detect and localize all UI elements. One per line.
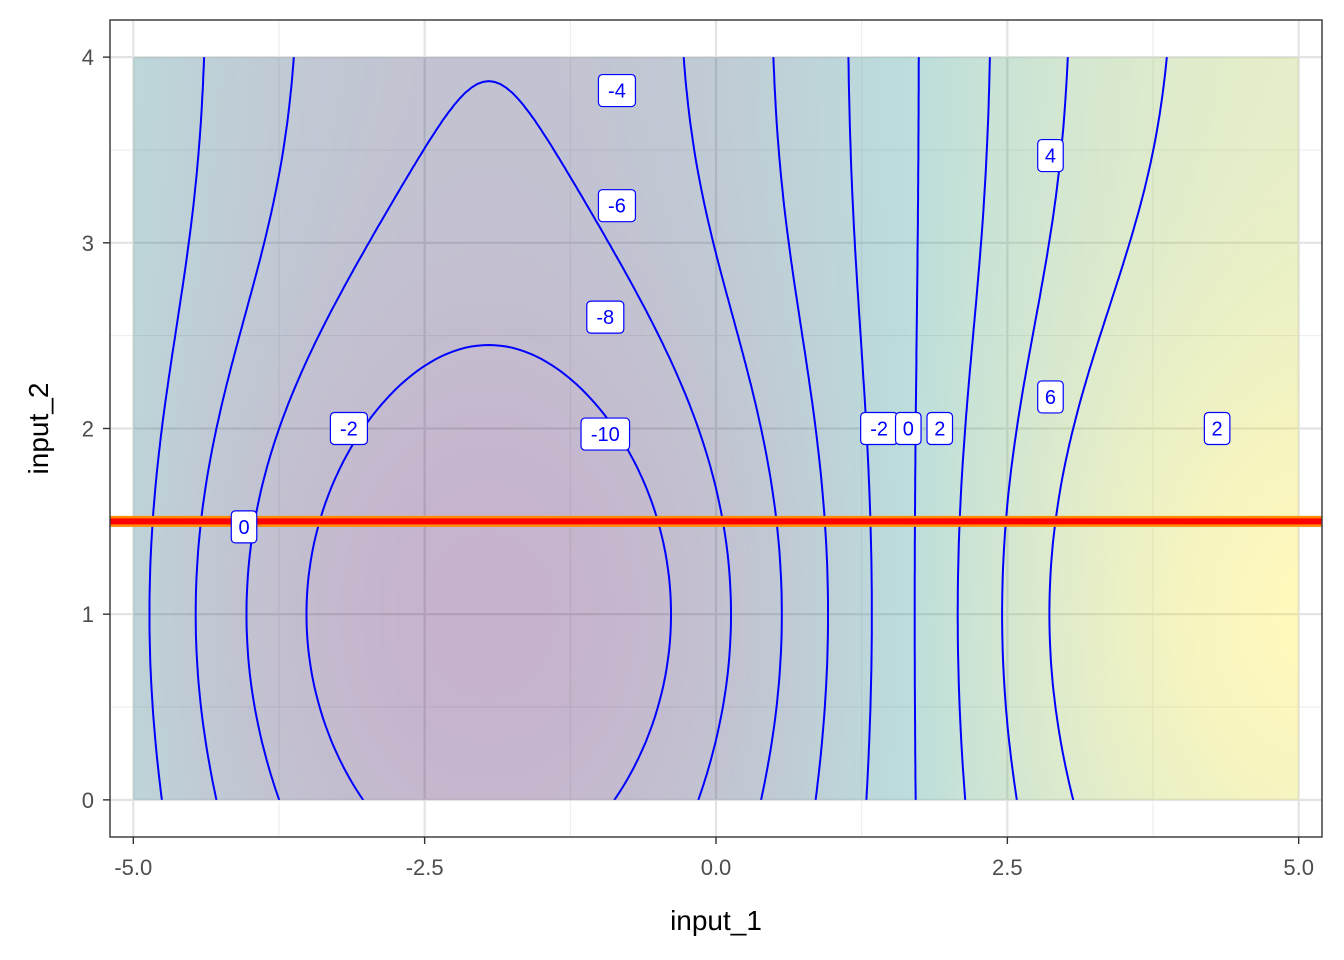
heatmap-fill (133, 57, 1299, 800)
contour-label-box (1037, 138, 1064, 173)
contour-line (913, 57, 920, 800)
y-axis: 0 1 2 3 4 (82, 45, 110, 813)
contour-line (194, 57, 783, 800)
contour-label-box (1203, 411, 1231, 446)
y-tick-label: 2 (82, 417, 94, 442)
contour-label: 6 (1045, 387, 1056, 409)
y-tick-label: 3 (82, 231, 94, 256)
contour-label-box (586, 300, 625, 334)
contour-label: 4 (1045, 146, 1056, 168)
contour-label-box (597, 73, 637, 108)
contour-label: -4 (608, 81, 626, 103)
contour-label: -8 (596, 307, 614, 329)
x-tick-label: -5.0 (114, 855, 152, 880)
contour-line (245, 80, 732, 800)
contour-label-box (597, 189, 637, 223)
contour-label: -10 (591, 424, 620, 446)
contour-label-box (580, 417, 631, 451)
contour-line (148, 57, 829, 800)
contour-lines (148, 57, 1168, 800)
contour-label-box (329, 411, 369, 446)
contour-label: -6 (608, 196, 626, 218)
contour-label-box (926, 411, 954, 446)
y-axis-title: input_2 (23, 383, 54, 475)
contour-label-box (1037, 380, 1064, 414)
contour-label-box (230, 510, 258, 544)
x-tick-label: 5.0 (1283, 855, 1314, 880)
x-tick-label: 2.5 (992, 855, 1023, 880)
x-tick-label: 0.0 (701, 855, 732, 880)
contour-label: 2 (1212, 419, 1223, 441)
x-axis: -5.0 -2.5 0.0 2.5 5.0 (114, 837, 1314, 880)
x-tick-label: -2.5 (406, 855, 444, 880)
contour-label-box (894, 411, 922, 446)
contour-label: 0 (903, 419, 914, 441)
y-tick-label: 4 (82, 45, 94, 70)
y-tick-label: 0 (82, 788, 94, 813)
contour-label: -2 (340, 419, 358, 441)
contour-label: 2 (934, 419, 945, 441)
x-axis-title: input_1 (670, 905, 762, 936)
contour-line (956, 57, 991, 800)
y-tick-label: 1 (82, 602, 94, 627)
contour-label: -2 (870, 419, 888, 441)
contour-label: 0 (238, 517, 249, 539)
contour-line (847, 57, 873, 800)
